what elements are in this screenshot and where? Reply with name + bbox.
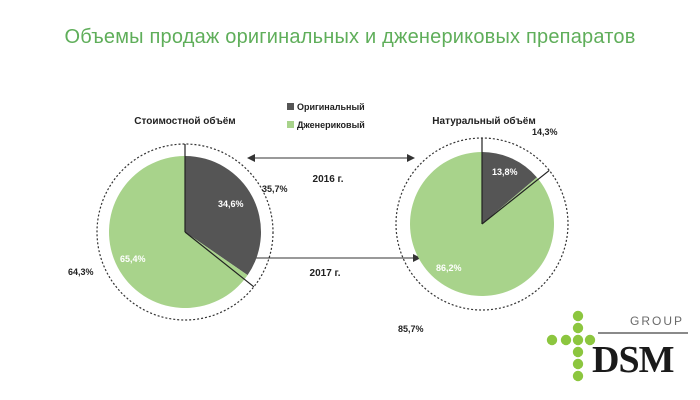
legend-swatch-original <box>287 103 294 110</box>
logo-dot <box>584 334 596 346</box>
slice-generic-2017 <box>109 156 248 308</box>
logo-group-text: GROUP <box>630 314 685 328</box>
outer-label-volume-generic: 85,7% <box>398 324 424 334</box>
year-label-2017: 2017 г. <box>310 268 341 279</box>
chart-title-volume: Натуральный объём <box>432 115 535 127</box>
outer-label-volume-original: 14,3% <box>532 127 558 137</box>
logo-dot <box>572 346 584 358</box>
dsm-group-logo: GROUP DSM <box>540 310 690 390</box>
inner-label-value-generic: 65,4% <box>120 254 146 264</box>
year-label-2016: 2016 г. <box>313 174 344 185</box>
inner-label-volume-original: 13,8% <box>492 167 518 177</box>
page-title: Объемы продаж оригинальных и дженериковы… <box>64 26 636 48</box>
slice-original-2017 <box>482 152 537 224</box>
logo-dots <box>546 310 688 382</box>
inner-label-volume-generic: 86,2% <box>436 263 462 273</box>
logo-dsm-text: DSM <box>592 339 674 381</box>
logo-dot <box>546 334 558 346</box>
outer-label-value-generic: 64,3% <box>68 267 94 277</box>
logo-dot <box>560 334 572 346</box>
outer-ring-2016 <box>96 143 274 321</box>
legend: Оригинальный Дженериковый <box>287 102 365 130</box>
inner-label-value-original: 34,6% <box>218 199 244 209</box>
outer-label-value-original: 35,7% <box>262 184 288 194</box>
logo-dot <box>572 310 584 322</box>
logo-dot <box>572 334 584 346</box>
logo-dot <box>572 358 584 370</box>
logo-divider <box>598 332 688 334</box>
legend-label-generic: Дженериковый <box>297 120 365 130</box>
outer-boundary-original-2016 <box>481 169 550 225</box>
outer-boundary-original-2016 <box>184 231 255 288</box>
logo-dot <box>572 370 584 382</box>
legend-swatch-generic <box>287 121 294 128</box>
slice-original-2017 <box>185 156 261 276</box>
logo-dot <box>572 322 584 334</box>
legend-label-original: Оригинальный <box>297 102 365 112</box>
chart-title-value: Стоимостной объём <box>134 115 235 127</box>
